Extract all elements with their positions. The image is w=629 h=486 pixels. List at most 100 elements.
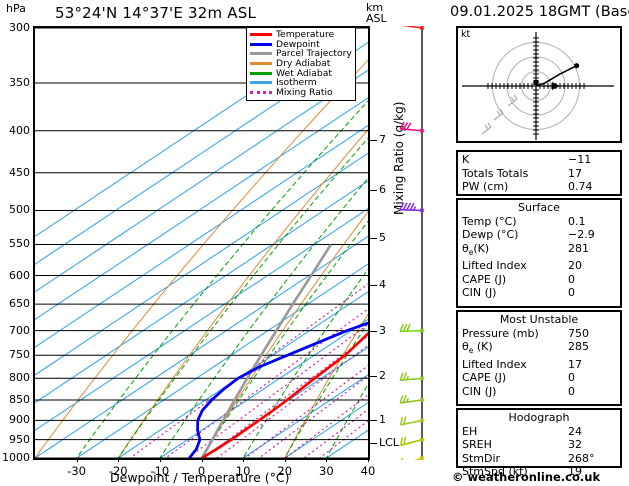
height-tick-label: 6 (379, 182, 386, 196)
table-row: Lifted Index 17 (458, 358, 620, 372)
legend-label: Temperature (276, 29, 335, 41)
height-tick-mark (370, 189, 377, 191)
hodograph-svg (462, 32, 614, 140)
table-row-key: K (462, 153, 470, 166)
legend-item: Temperature (250, 30, 352, 40)
height-tick-mark (370, 419, 377, 421)
pressure-tick-label: 1000 (2, 451, 30, 464)
pressure-tick-label: 550 (9, 237, 30, 251)
table-row: PW (cm) 0.74 (458, 180, 620, 194)
temperature-tick-mark (284, 458, 286, 462)
table-row-value: 281 (568, 241, 589, 255)
table-row-key: EH (462, 424, 478, 438)
table-row-key: Pressure (mb) (462, 326, 539, 340)
hodograph-panel: kt (456, 26, 622, 143)
table-row: θe (K) 285 (458, 340, 620, 358)
temperature-tick-mark (201, 458, 203, 462)
table-heading: Surface (518, 201, 560, 214)
temperature-tick-label: 20 (277, 464, 293, 478)
table-row-key: θe (K) (462, 340, 493, 356)
table-row-value: 17 (568, 166, 582, 180)
hodograph-table: Hodograph EH 24 SREH 32 StmDir 268° StmSpd (kt)… (456, 408, 622, 478)
skewt-svg (35, 28, 368, 458)
pressure-tick-label: 350 (9, 76, 30, 90)
height-tick-mark (370, 285, 377, 287)
temperature-tick-mark (368, 458, 369, 462)
table-row: CAPE (J) 0 (458, 273, 620, 287)
legend-label: Wet Adiabat (276, 67, 332, 79)
table-row-key: θe(K) (462, 241, 490, 257)
table-row-key: SREH (462, 438, 492, 451)
table-row: CIN (J) 0 (458, 385, 620, 399)
table-row: StmSpd (kt) 19 (458, 465, 620, 479)
temperature-tick-label: 0 (197, 464, 206, 478)
table-row-value: 0.74 (568, 180, 593, 193)
table-row: Temp (°C) 0.1 (458, 215, 620, 229)
table-row: StmDir 268° (458, 452, 620, 466)
table-row-value: 0 (568, 384, 575, 398)
pressure-tick-label: 850 (9, 392, 30, 406)
table-row-value: 19 (568, 465, 582, 478)
table-row-value: 268° (568, 451, 595, 465)
table-row-value: −2.9 (568, 228, 595, 241)
legend-label: Mixing Ratio (276, 86, 333, 98)
legend-swatch (250, 81, 272, 85)
table-row-value: −11 (568, 153, 592, 166)
table-row-key: Lifted Index (462, 357, 527, 371)
table-row-key: Lifted Index (462, 259, 527, 273)
table-row-value: 0 (568, 371, 575, 385)
temperature-tick-label: -30 (67, 464, 87, 478)
table-row-key: PW (cm) (462, 180, 509, 193)
x-axis-title: Dewpoint / Temperature (°C) (110, 470, 290, 485)
table-row: CAPE (J) 0 (458, 371, 620, 385)
height-tick-mark (370, 376, 377, 378)
legend-swatch (250, 52, 272, 56)
table-row-value: 32 (568, 438, 582, 451)
legend-label: Parcel Trajectory (276, 48, 352, 60)
pressure-tick-label: 700 (9, 323, 30, 337)
legend: Temperature Dewpoint Parcel Trajectory Dry … (246, 27, 356, 102)
height-axis-unit: km ASL (366, 2, 387, 24)
table-row-key: Dewp (°C) (462, 228, 519, 241)
pressure-tick-label: 750 (9, 348, 30, 362)
indices-table: K −11 Totals Totals 17 PW (cm) 0.74 (456, 150, 622, 196)
height-tick-mark (370, 140, 377, 142)
pressure-tick-label: 400 (9, 123, 30, 137)
legend-swatch (250, 71, 272, 75)
wind-barb-svg (399, 18, 424, 467)
pressure-tick-label: 500 (9, 203, 30, 217)
legend-swatch (250, 33, 272, 37)
temperature-tick-label: 10 (235, 464, 251, 478)
legend-item: Parcel Trajectory (250, 49, 352, 59)
table-row-key: Temp (°C) (462, 214, 517, 228)
table-row-value: 20 (568, 259, 582, 273)
table-heading: Hodograph (508, 411, 570, 424)
pressure-tick-label: 300 (9, 21, 30, 34)
wind-barb-column (395, 18, 450, 467)
table-row-key: StmDir (462, 451, 501, 465)
height-tick-label: 1 (379, 412, 386, 426)
pressure-axis-unit: hPa (6, 2, 26, 15)
table-row-value: 750 (568, 326, 589, 340)
temperature-tick-label: -10 (150, 464, 170, 478)
temperature-tick-mark (118, 458, 120, 462)
pressure-tick-label: 900 (9, 413, 30, 427)
table-row: Lifted Index 20 (458, 259, 620, 273)
table-row-value: 0 (568, 286, 575, 300)
table-row-value: 285 (568, 340, 589, 353)
temperature-tick-label: 40 (360, 464, 376, 478)
table-row-value: 24 (568, 424, 582, 438)
hodograph-unit-label: kt (461, 29, 471, 40)
height-tick-label: 7 (379, 133, 386, 147)
height-axis-unit-line1: km (366, 1, 384, 14)
table-row: Dewp (°C) −2.9 (458, 228, 620, 242)
legend-swatch (250, 62, 272, 66)
height-tick-mark (370, 331, 377, 333)
pressure-tick-label: 600 (9, 268, 30, 282)
legend-item: Dry Adiabat (250, 59, 352, 69)
height-axis-unit-line2: ASL (366, 12, 387, 25)
height-tick-label: 3 (379, 324, 386, 338)
table-row-key: CAPE (J) (462, 272, 507, 286)
table-row: SREH 32 (458, 438, 620, 452)
lcl-tick-mark (370, 442, 377, 444)
